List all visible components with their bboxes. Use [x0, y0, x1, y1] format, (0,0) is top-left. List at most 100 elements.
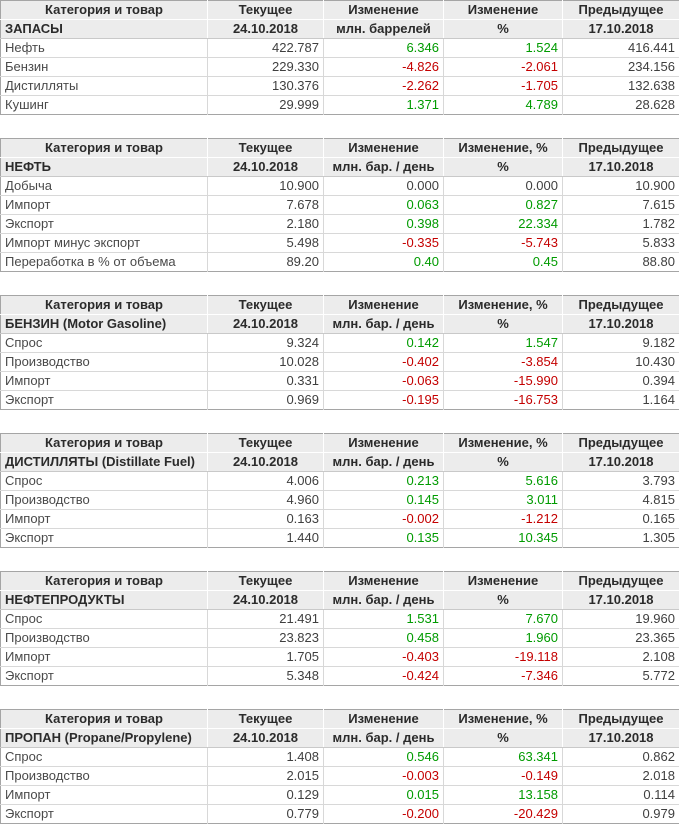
col-header-current: Текущее — [207, 295, 324, 315]
col-header-current: Текущее — [207, 571, 324, 591]
cell-change-pct: -20.429 — [443, 804, 563, 824]
col-header-category: Категория и товар — [0, 295, 208, 315]
row-label: Импорт минус экспорт — [0, 233, 208, 253]
cell-current: 0.163 — [207, 509, 324, 529]
sub-header-change-pct: % — [443, 590, 563, 610]
cell-change: 0.546 — [323, 747, 444, 767]
cell-change: -0.424 — [323, 666, 444, 686]
cell-change-pct: 7.670 — [443, 609, 563, 629]
cell-change: 0.142 — [323, 333, 444, 353]
col-header-current: Текущее — [207, 0, 324, 20]
section-header-row: ПРОПАН (Propane/Propylene) 24.10.2018 млн.… — [0, 728, 679, 748]
table-gasoline: Категория и товар Текущее Изменение Изменен… — [0, 295, 679, 410]
sub-header-change: млн. бар. / день — [323, 590, 444, 610]
col-header-previous: Предыдущее — [562, 295, 679, 315]
cell-change-pct: 22.334 — [443, 214, 563, 234]
cell-change: 0.458 — [323, 628, 444, 648]
sub-header-current: 24.10.2018 — [207, 452, 324, 472]
row-label: Кушинг — [0, 95, 208, 115]
cell-current: 1.408 — [207, 747, 324, 767]
sub-header-change: млн. бар. / день — [323, 314, 444, 334]
column-header-row: Категория и товар Текущее Изменение Изменен… — [0, 709, 679, 729]
cell-change-pct: 1.960 — [443, 628, 563, 648]
table-row: Экспорт 2.180 0.398 22.334 1.782 — [0, 214, 679, 234]
row-label: Спрос — [0, 333, 208, 353]
cell-current: 21.491 — [207, 609, 324, 629]
col-header-change-pct: Изменение, % — [443, 709, 563, 729]
section-header-row: ДИСТИЛЛЯТЫ (Distillate Fuel) 24.10.2018 мл… — [0, 452, 679, 472]
cell-change: -0.003 — [323, 766, 444, 786]
sub-header-change-pct: % — [443, 19, 563, 39]
cell-previous: 88.80 — [562, 252, 679, 272]
cell-previous: 0.114 — [562, 785, 679, 805]
col-header-change-pct: Изменение, % — [443, 433, 563, 453]
row-label: Спрос — [0, 609, 208, 629]
row-label: Экспорт — [0, 528, 208, 548]
row-label: Дистилляты — [0, 76, 208, 96]
cell-change: -0.063 — [323, 371, 444, 391]
cell-change: 0.015 — [323, 785, 444, 805]
cell-change-pct: 0.827 — [443, 195, 563, 215]
cell-previous: 1.782 — [562, 214, 679, 234]
cell-change-pct: -1.705 — [443, 76, 563, 96]
cell-current: 10.900 — [207, 176, 324, 196]
cell-previous: 19.960 — [635, 611, 675, 626]
row-label: Экспорт — [0, 804, 208, 824]
col-header-previous: Предыдущее — [562, 138, 679, 158]
cell-change-pct: 13.158 — [443, 785, 563, 805]
table-row: Производство 10.028 -0.402 -3.854 10.430 — [0, 352, 679, 372]
cell-change: -0.402 — [323, 352, 444, 372]
row-label: Импорт — [0, 195, 208, 215]
cell-current: 23.823 — [207, 628, 324, 648]
cell-previous: 5.772 — [562, 666, 679, 686]
cell-current: 422.787 — [207, 38, 324, 58]
sub-header-change: млн. бар. / день — [323, 728, 444, 748]
cell-change: 0.40 — [323, 252, 444, 272]
col-header-category: Категория и товар — [0, 0, 208, 20]
col-header-change-pct: Изменение — [443, 571, 563, 591]
cell-previous: 9.182 — [642, 335, 675, 350]
cell-change-pct: -0.149 — [443, 766, 563, 786]
col-header-change: Изменение — [323, 709, 444, 729]
table-row: Экспорт 0.969 -0.195 -16.753 1.164 — [0, 390, 679, 410]
sub-header-previous: 17.10.2018 — [562, 452, 679, 472]
row-label: Экспорт — [0, 214, 208, 234]
cell-change: 0.063 — [323, 195, 444, 215]
cell-previous: 3.793 — [642, 473, 675, 488]
row-label: Производство — [0, 766, 208, 786]
cell-change-pct: -16.753 — [443, 390, 563, 410]
sub-header-change: млн. бар. / день — [323, 452, 444, 472]
cell-current: 4.960 — [207, 490, 324, 510]
sub-header-current: 24.10.2018 — [207, 19, 324, 39]
cell-previous: 10.430 — [562, 352, 679, 372]
sub-header-previous: 17.10.2018 — [562, 728, 679, 748]
cell-current: 5.498 — [207, 233, 324, 253]
section-title: НЕФТЬ — [0, 157, 208, 177]
cell-current: 1.440 — [207, 528, 324, 548]
sub-header-change-pct: % — [443, 728, 563, 748]
cell-current: 0.969 — [207, 390, 324, 410]
cell-change-pct: 5.616 — [443, 471, 563, 491]
table-row: Добыча 10.900 0.000 0.000 10.900 — [0, 176, 679, 196]
section-header-row: ЗАПАСЫ 24.10.2018 млн. баррелей% 17.10.2018 — [0, 19, 679, 39]
cell-previous: 132.638 — [562, 76, 679, 96]
table-row: Производство 2.015 -0.003 -0.149 2.018 — [0, 766, 679, 786]
cell-current: 89.20 — [207, 252, 324, 272]
cell-previous: 28.628 — [562, 95, 679, 115]
table-row: Переработка в % от объема 89.20 0.40 0.45 88… — [0, 252, 679, 272]
cell-change: 6.346 — [323, 38, 444, 58]
cell-current: 2.015 — [207, 766, 324, 786]
cell-previous: 0.165 — [562, 509, 679, 529]
cell-change: -2.262 — [323, 76, 444, 96]
col-header-change: Изменение — [323, 433, 444, 453]
column-header-row: Категория и товар Текущее Изменение Изменен… — [0, 571, 679, 591]
sub-header-current: 24.10.2018 — [207, 590, 324, 610]
row-label: Импорт — [0, 371, 208, 391]
cell-previous: 4.815 — [562, 490, 679, 510]
col-header-current: Текущее — [207, 709, 324, 729]
cell-change: 0.135 — [323, 528, 444, 548]
col-header-previous: Предыдущее — [562, 433, 679, 453]
cell-change: -0.002 — [323, 509, 444, 529]
table-row: Дистилляты 130.376 -2.262 -1.705 132.638 — [0, 76, 679, 96]
